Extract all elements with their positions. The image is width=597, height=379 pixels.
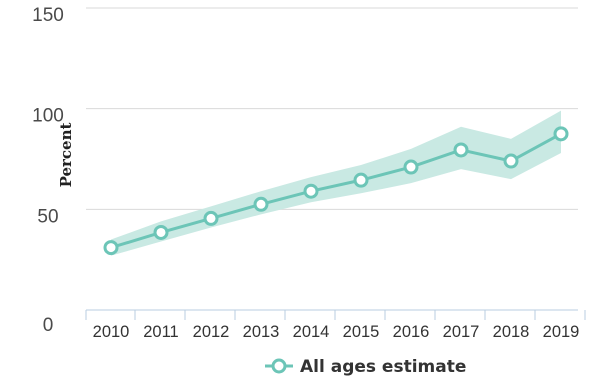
data-point[interactable] [403,159,419,175]
y-tick-label: 50 [37,206,58,227]
x-tick-label: 2014 [293,323,330,341]
x-tick-label: 2012 [193,323,230,341]
data-point[interactable] [203,210,219,226]
x-tick-label: 2017 [443,323,480,341]
data-point[interactable] [353,172,369,188]
data-point[interactable] [503,153,519,169]
series-line [103,126,569,256]
y-tick-label: 150 [32,5,64,26]
y-tick-label: 100 [32,106,64,127]
data-point[interactable] [553,126,569,142]
gridlines [86,7,578,210]
x-tick-label: 2018 [493,323,530,341]
legend-marker-icon [271,358,287,374]
confidence-band [111,110,561,256]
x-tick-label: 2019 [543,323,580,341]
x-tick-label: 2013 [243,323,280,341]
x-tick-label: 2010 [93,323,130,341]
x-tick-label: 2011 [143,323,178,341]
y-axis-ticks: 0 50 100 150 [32,5,64,336]
data-point[interactable] [253,196,269,212]
x-axis: 2010 2011 2012 2013 2014 2015 2016 2017 2018 2019 [85,309,586,341]
y-tick-label: 0 [43,315,54,336]
legend[interactable]: All ages estimate [265,357,466,377]
data-point[interactable] [453,142,469,158]
data-point[interactable] [153,224,169,240]
legend-label: All ages estimate [300,357,466,377]
y-axis-label: Percent [57,123,75,188]
series-line-path [110,132,562,250]
x-tick-label: 2015 [343,323,380,341]
data-point[interactable] [303,183,319,199]
data-point[interactable] [103,240,119,256]
confidence-band-area [111,110,561,256]
x-tick-label: 2016 [393,323,430,341]
